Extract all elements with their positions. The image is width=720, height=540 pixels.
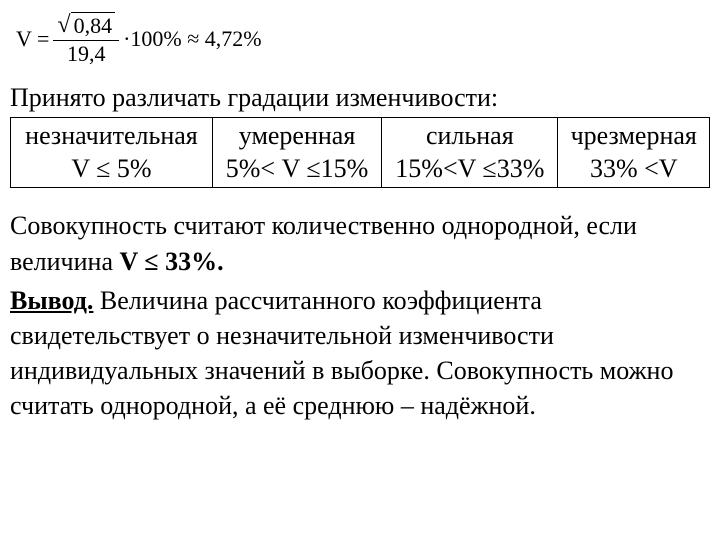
formula-denominator: 19,4 bbox=[67, 41, 106, 65]
cell-label-4: чрезмерная 33% <V bbox=[558, 118, 710, 188]
cell-text: сильная bbox=[426, 121, 514, 150]
cell-label-1: незначительная V ≤ 5% bbox=[11, 118, 213, 188]
cell-text: 5%< V ≤15% bbox=[226, 154, 369, 183]
sqrt: √ 0,84 bbox=[57, 12, 115, 39]
formula-lhs: V = bbox=[16, 26, 49, 52]
cell-text: 15%<V ≤33% bbox=[395, 154, 544, 183]
radical-sign: √ bbox=[57, 13, 70, 40]
conclusion-label: Вывод. bbox=[10, 286, 93, 315]
page: V = √ 0,84 19,4 ·100% ≈ 4,72% Принято ра… bbox=[0, 0, 720, 437]
cell-text: 33% <V bbox=[590, 154, 678, 183]
para1-bold: V ≤ 33%. bbox=[120, 247, 224, 276]
formula-tail: ·100% ≈ 4,72% bbox=[123, 26, 262, 52]
formula-fraction: √ 0,84 19,4 bbox=[53, 12, 119, 65]
cell-text: незначительная bbox=[25, 121, 198, 150]
cell-label-2: умеренная 5%< V ≤15% bbox=[212, 118, 381, 188]
formula-numerator: √ 0,84 bbox=[53, 12, 119, 41]
cell-text: чрезмерная bbox=[571, 121, 697, 150]
para2-text: Величина рассчитанного коэффициента свид… bbox=[10, 286, 673, 420]
radicand: 0,84 bbox=[71, 12, 116, 39]
table-row: незначительная V ≤ 5% умеренная 5%< V ≤1… bbox=[11, 118, 710, 188]
paragraph-1: Совокупность считают количественно однор… bbox=[10, 208, 710, 278]
intro-text: Принято различать градации изменчивости: bbox=[10, 83, 710, 113]
cell-text: V ≤ 5% bbox=[71, 154, 151, 183]
cell-label-3: сильная 15%<V ≤33% bbox=[382, 118, 558, 188]
gradation-table: незначительная V ≤ 5% умеренная 5%< V ≤1… bbox=[10, 117, 710, 188]
formula: V = √ 0,84 19,4 ·100% ≈ 4,72% bbox=[16, 12, 710, 65]
paragraph-2: Вывод. Величина рассчитанного коэффициен… bbox=[10, 283, 710, 423]
cell-text: умеренная bbox=[239, 121, 356, 150]
para1-text: Совокупность считают количественно однор… bbox=[10, 211, 637, 275]
